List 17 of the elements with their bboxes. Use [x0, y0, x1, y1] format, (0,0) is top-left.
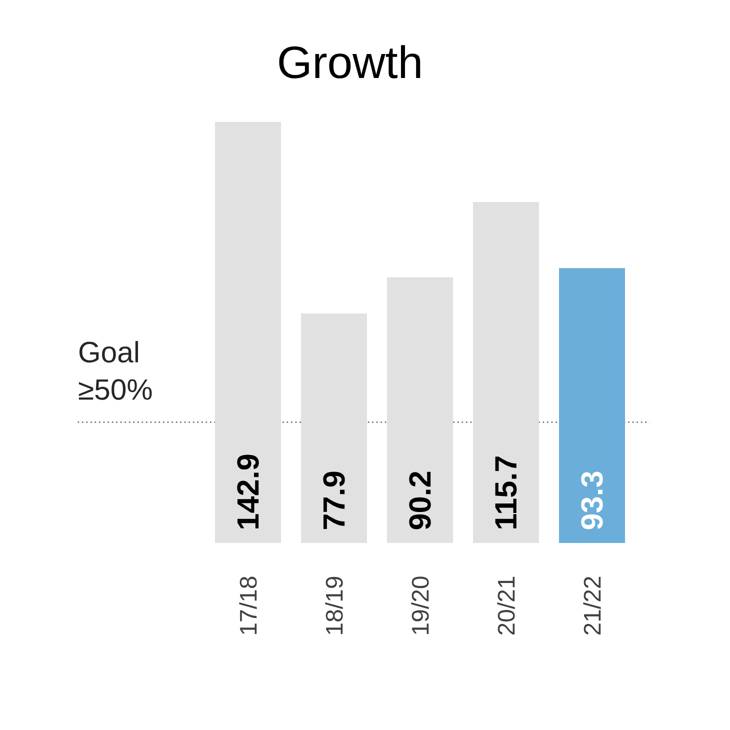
data-label: 93.3 — [581, 472, 603, 530]
chart-title: Growth — [279, 45, 420, 78]
x-tick-label: 20/21 — [497, 576, 515, 635]
data-label: 90.2 — [409, 472, 431, 530]
data-label: 115.7 — [495, 456, 517, 528]
bar — [387, 277, 454, 543]
data-label: 77.9 — [323, 472, 345, 529]
bar — [473, 202, 540, 543]
x-tick-label: 18/19 — [325, 576, 343, 634]
bar — [215, 122, 282, 543]
ref-line-label: Goal ≥50% — [78, 341, 152, 400]
x-tick-label: 19/20 — [411, 576, 429, 634]
x-tick-label: 17/18 — [239, 576, 257, 634]
data-label: 142.9 — [237, 454, 259, 528]
bar — [301, 313, 368, 543]
bar — [559, 268, 626, 543]
x-tick-label: 21/22 — [583, 576, 601, 635]
